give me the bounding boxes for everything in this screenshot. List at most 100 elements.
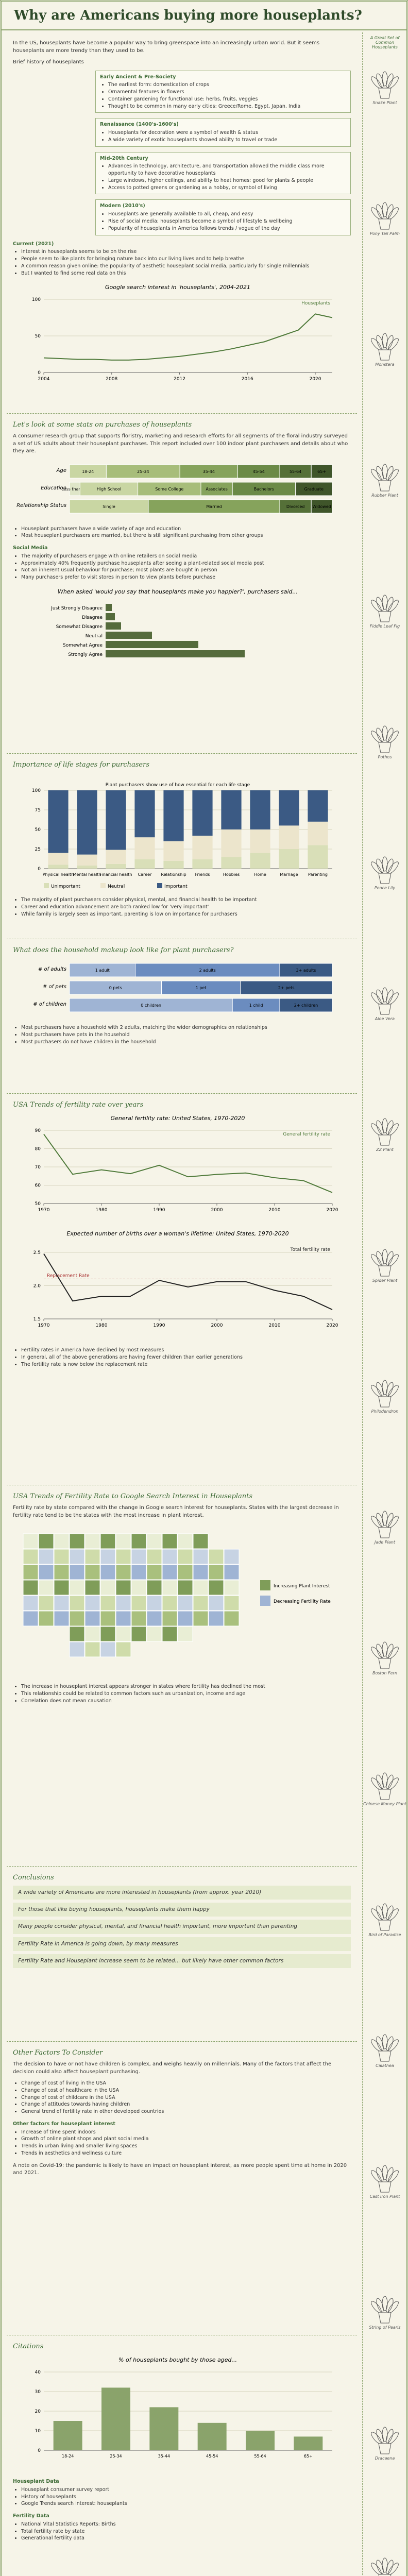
map-region xyxy=(69,1564,85,1580)
list: A wide variety of Americans are more int… xyxy=(13,1886,351,1969)
paragraph: The decision to have or not have childre… xyxy=(13,2061,332,2075)
bullet-list: Advances in technology, architecture, an… xyxy=(100,163,346,191)
bar-segment xyxy=(250,829,270,853)
leaf xyxy=(376,597,384,612)
leaf xyxy=(371,469,382,481)
leaf xyxy=(388,1123,399,1136)
leaf xyxy=(376,2167,384,2182)
bullet: Change of attitudes towards having child… xyxy=(21,2101,351,2108)
y-tick-label: 50 xyxy=(35,1201,41,1207)
plant-name: Boston Fern xyxy=(372,1671,398,1675)
leaf xyxy=(388,1385,399,1397)
segment-label: Divorced xyxy=(286,504,305,509)
plant: English Ivy xyxy=(363,2550,407,2576)
map-region xyxy=(193,1611,209,1626)
leaf xyxy=(371,992,382,1005)
map-region xyxy=(131,1611,147,1626)
bar xyxy=(106,631,152,639)
page-title: Why are Americans buying more houseplant… xyxy=(14,8,362,23)
bar xyxy=(246,2431,275,2450)
x-tick-label: 25-34 xyxy=(110,2454,122,2459)
segment xyxy=(138,482,201,496)
map: Increasing Plant Interest Decreasing Fert… xyxy=(23,1533,331,1657)
map-region xyxy=(177,1549,193,1565)
bullet-list: Most purchasers have a household with 2 … xyxy=(13,1024,351,1045)
leaf xyxy=(386,466,394,481)
bar-segment xyxy=(221,829,242,857)
bullet: Most houseplant purchasers are married, … xyxy=(21,532,351,539)
map-region xyxy=(115,1595,131,1611)
y-tick-label: 0 xyxy=(38,370,41,376)
segment-label: 65+ xyxy=(317,469,326,474)
pot xyxy=(378,742,392,753)
leaf xyxy=(376,989,384,1004)
segment xyxy=(240,980,333,995)
map-region xyxy=(208,1580,224,1596)
y-tick-label: 20 xyxy=(35,2409,41,2414)
bullet-list: A wide variety of Americans are more int… xyxy=(13,1886,351,1969)
segment xyxy=(279,963,333,977)
plant: Calathea xyxy=(363,2026,407,2068)
section-heading: What does the household makeup look like… xyxy=(13,946,234,954)
bullet-list: The majority of purchasers engage with o… xyxy=(13,553,351,581)
plant-icon xyxy=(371,1903,399,1931)
map-region xyxy=(224,1549,240,1565)
bar-segment xyxy=(192,836,213,859)
bullet: The fertility rate is now below the repl… xyxy=(21,1361,351,1368)
bar-segment xyxy=(192,859,213,869)
map-region xyxy=(146,1564,162,1580)
segment xyxy=(79,482,139,496)
plant-name: Fiddle Leaf Fig xyxy=(369,624,400,629)
segment-label: 35-44 xyxy=(203,469,215,474)
y-tick-label: 50 xyxy=(35,827,41,833)
bar-segment xyxy=(279,849,299,869)
plant-icon xyxy=(371,1380,399,1408)
bullet: The earliest form: domestication of crop… xyxy=(108,81,346,89)
map-region xyxy=(177,1564,193,1580)
segment xyxy=(232,482,296,496)
map-region xyxy=(84,1533,100,1549)
x-tick-label: Financial health xyxy=(100,872,132,877)
segment-label: 25-34 xyxy=(137,469,149,474)
bullet: The majority of plant purchasers conside… xyxy=(21,896,351,904)
leaf xyxy=(376,73,384,88)
bullet-list: Houseplant purchasers have a wide variet… xyxy=(13,526,351,540)
y-tick-label: 40 xyxy=(35,2370,41,2375)
leaf xyxy=(382,1249,388,1264)
bullet: Many purchasers prefer to visit stores i… xyxy=(21,574,351,581)
legend-swatch xyxy=(260,1596,270,1606)
map-region xyxy=(54,1580,70,1596)
x-tick-label: Relationship xyxy=(161,872,186,877)
segment-label: 1 child xyxy=(249,1003,263,1008)
row-label: # of adults xyxy=(38,967,66,972)
section: Conclusions A wide variety of Americans a… xyxy=(7,1867,357,2042)
leaf xyxy=(376,858,384,873)
x-tick-label: 2000 xyxy=(211,1323,223,1328)
row-label: Education xyxy=(41,485,66,491)
bullet: For those that like buying houseplants, … xyxy=(13,1903,351,1917)
leaf xyxy=(382,333,388,348)
y-tick-label: 90 xyxy=(35,1128,41,1133)
paragraph: A consumer research group that supports … xyxy=(13,433,348,454)
pot xyxy=(378,1920,392,1931)
leaf xyxy=(388,2301,399,2313)
plant-icon xyxy=(371,1641,399,1669)
bullet: Google Trends search interest: houseplan… xyxy=(21,2500,351,2507)
leaf xyxy=(382,595,388,610)
leaf xyxy=(382,2034,388,2049)
plant: Philodendron xyxy=(363,1372,407,1414)
map-region xyxy=(23,1595,39,1611)
bullet: Change of cost of childcare in the USA xyxy=(21,2094,351,2102)
map-region xyxy=(224,1595,240,1611)
segment-label: 0 children xyxy=(141,1003,161,1008)
bullet: A wide variety of exotic houseplants sho… xyxy=(108,137,346,144)
x-tick-label: 2010 xyxy=(269,1208,281,1213)
segment-label: Widowed xyxy=(312,504,331,509)
plant-icon xyxy=(371,464,399,492)
paragraph: In the US, houseplants have become a pop… xyxy=(13,40,320,54)
plant: Cast Iron Plant xyxy=(363,2157,407,2199)
plant-icon xyxy=(371,2557,399,2576)
plant: Fiddle Leaf Fig xyxy=(363,587,407,629)
leaf xyxy=(386,204,394,219)
segment xyxy=(69,499,149,513)
